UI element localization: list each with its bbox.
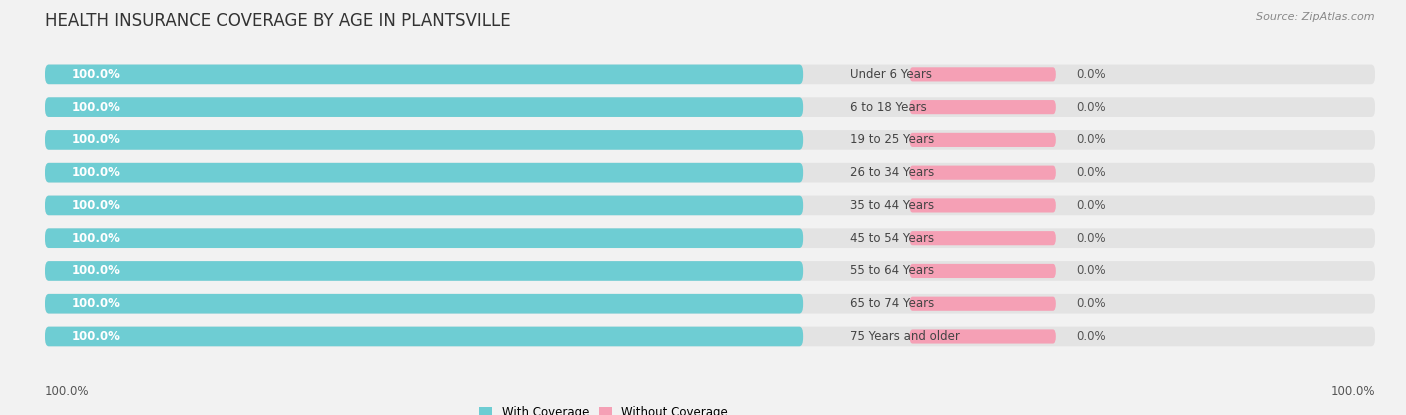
FancyBboxPatch shape xyxy=(910,264,1056,278)
FancyBboxPatch shape xyxy=(45,65,803,84)
FancyBboxPatch shape xyxy=(45,97,803,117)
Text: 0.0%: 0.0% xyxy=(1076,199,1105,212)
Text: 19 to 25 Years: 19 to 25 Years xyxy=(849,133,934,146)
FancyBboxPatch shape xyxy=(45,327,1375,346)
FancyBboxPatch shape xyxy=(910,198,1056,212)
FancyBboxPatch shape xyxy=(45,261,803,281)
FancyBboxPatch shape xyxy=(45,228,1375,248)
Text: Source: ZipAtlas.com: Source: ZipAtlas.com xyxy=(1257,12,1375,22)
FancyBboxPatch shape xyxy=(45,228,803,248)
Text: 100.0%: 100.0% xyxy=(72,330,121,343)
FancyBboxPatch shape xyxy=(45,97,1375,117)
FancyBboxPatch shape xyxy=(45,195,803,215)
Text: 100.0%: 100.0% xyxy=(45,386,90,398)
FancyBboxPatch shape xyxy=(910,166,1056,180)
Text: 100.0%: 100.0% xyxy=(72,232,121,245)
FancyBboxPatch shape xyxy=(45,163,1375,183)
FancyBboxPatch shape xyxy=(910,100,1056,114)
FancyBboxPatch shape xyxy=(45,65,1375,84)
Text: 0.0%: 0.0% xyxy=(1076,297,1105,310)
FancyBboxPatch shape xyxy=(45,327,803,346)
Text: 0.0%: 0.0% xyxy=(1076,166,1105,179)
FancyBboxPatch shape xyxy=(45,294,803,314)
Text: 0.0%: 0.0% xyxy=(1076,68,1105,81)
Text: 0.0%: 0.0% xyxy=(1076,264,1105,278)
Text: 0.0%: 0.0% xyxy=(1076,232,1105,245)
FancyBboxPatch shape xyxy=(910,231,1056,245)
FancyBboxPatch shape xyxy=(45,130,803,150)
Text: 100.0%: 100.0% xyxy=(1330,386,1375,398)
Text: 65 to 74 Years: 65 to 74 Years xyxy=(849,297,934,310)
FancyBboxPatch shape xyxy=(45,195,1375,215)
FancyBboxPatch shape xyxy=(910,330,1056,344)
Text: 100.0%: 100.0% xyxy=(72,199,121,212)
FancyBboxPatch shape xyxy=(45,130,1375,150)
Text: 100.0%: 100.0% xyxy=(72,68,121,81)
FancyBboxPatch shape xyxy=(910,67,1056,81)
Text: 45 to 54 Years: 45 to 54 Years xyxy=(849,232,934,245)
Text: 0.0%: 0.0% xyxy=(1076,133,1105,146)
Text: 6 to 18 Years: 6 to 18 Years xyxy=(849,100,927,114)
Text: 0.0%: 0.0% xyxy=(1076,100,1105,114)
Text: 0.0%: 0.0% xyxy=(1076,330,1105,343)
Text: 26 to 34 Years: 26 to 34 Years xyxy=(849,166,934,179)
Text: 100.0%: 100.0% xyxy=(72,133,121,146)
FancyBboxPatch shape xyxy=(910,133,1056,147)
Text: HEALTH INSURANCE COVERAGE BY AGE IN PLANTSVILLE: HEALTH INSURANCE COVERAGE BY AGE IN PLAN… xyxy=(45,12,510,30)
Text: 100.0%: 100.0% xyxy=(72,166,121,179)
FancyBboxPatch shape xyxy=(910,297,1056,311)
Text: 100.0%: 100.0% xyxy=(72,264,121,278)
FancyBboxPatch shape xyxy=(45,294,1375,314)
Text: 100.0%: 100.0% xyxy=(72,297,121,310)
Text: 100.0%: 100.0% xyxy=(72,100,121,114)
FancyBboxPatch shape xyxy=(45,163,803,183)
Legend: With Coverage, Without Coverage: With Coverage, Without Coverage xyxy=(475,401,733,415)
Text: Under 6 Years: Under 6 Years xyxy=(849,68,932,81)
FancyBboxPatch shape xyxy=(45,261,1375,281)
Text: 35 to 44 Years: 35 to 44 Years xyxy=(849,199,934,212)
Text: 75 Years and older: 75 Years and older xyxy=(849,330,959,343)
Text: 55 to 64 Years: 55 to 64 Years xyxy=(849,264,934,278)
